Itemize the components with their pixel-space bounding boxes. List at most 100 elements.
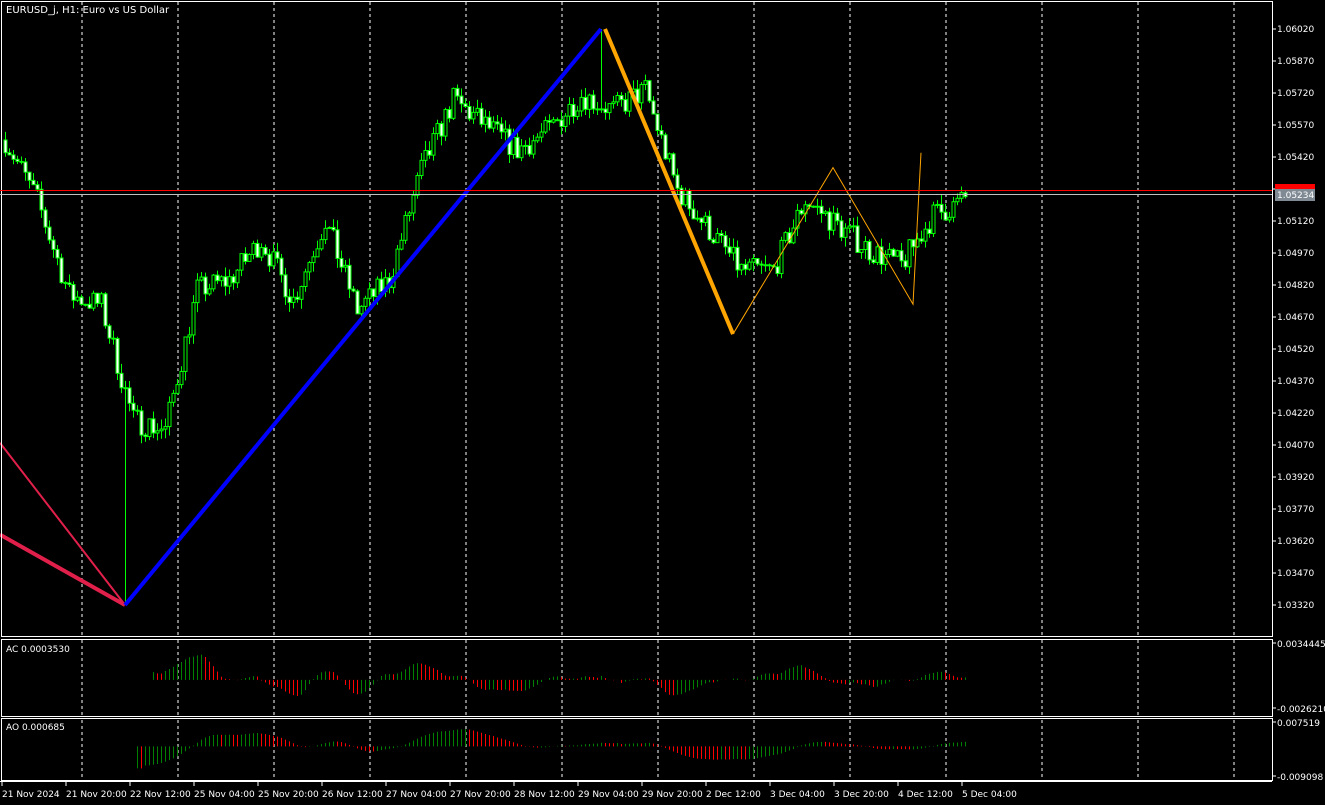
candle-body (499, 123, 504, 133)
candle-body (107, 325, 112, 339)
candle-body (683, 189, 688, 206)
candle-body (47, 226, 52, 241)
candle-body (491, 121, 496, 129)
candle-body (155, 430, 160, 434)
candle-body (923, 228, 928, 242)
candle-body (363, 297, 368, 307)
panel-frame (1, 1, 1273, 637)
panel-frame (1, 639, 1273, 717)
candle-body (795, 209, 800, 229)
candle-body (871, 259, 876, 263)
candle-body (731, 246, 736, 254)
candle-body (247, 253, 252, 262)
candle-body (723, 235, 728, 248)
candle-body (607, 103, 612, 114)
candle-body (847, 225, 852, 229)
price-tick-label: 1.03770 (1277, 505, 1314, 515)
price-tick-label: 1.05570 (1277, 121, 1314, 131)
candle-body (411, 194, 416, 214)
candle-body (563, 115, 568, 127)
candle-body (479, 107, 484, 125)
candle-body (515, 136, 520, 159)
time-tick-label: 29 Nov 20:00 (642, 790, 703, 800)
candle-body (655, 113, 660, 132)
candle-body (851, 225, 856, 228)
indicator-max-label: 0.007519 (1277, 719, 1320, 729)
time-tick-label: 28 Nov 12:00 (514, 790, 575, 800)
candle-body (175, 384, 180, 394)
price-tick-label: 1.03320 (1277, 601, 1314, 611)
candle-body (227, 276, 232, 287)
candles (3, 29, 968, 605)
candle-body (243, 253, 248, 262)
candle-body (615, 95, 620, 103)
candle-body (599, 108, 604, 111)
candle-body (735, 246, 740, 271)
candle-body (867, 241, 872, 261)
candle-body (931, 204, 936, 235)
candle-body (131, 402, 136, 411)
candle-body (427, 149, 432, 156)
zigzag-orange-thick (603, 28, 735, 335)
candle-body (43, 209, 48, 228)
candle-body (327, 226, 332, 229)
candle-body (587, 94, 592, 110)
candle-body (399, 239, 404, 250)
candle-body (135, 409, 140, 412)
price-tick-label: 1.05870 (1277, 57, 1314, 67)
candle-body (143, 434, 148, 438)
candle-body (471, 111, 476, 120)
zigzag-lines (0, 27, 922, 607)
candle-body (559, 119, 564, 127)
candle-body (651, 100, 656, 115)
candle-body (115, 338, 120, 374)
candle-body (87, 303, 92, 309)
candle-body (343, 264, 348, 268)
candle-body (823, 211, 828, 215)
candle-body (127, 387, 132, 404)
candle-body (151, 418, 156, 434)
candle-body (583, 96, 588, 110)
candle-body (767, 264, 772, 267)
candle-body (83, 303, 88, 306)
price-tick-label: 1.04970 (1277, 249, 1314, 259)
candle-body (939, 203, 944, 213)
candle-body (111, 337, 116, 340)
candle-body (535, 136, 540, 142)
candle-body (59, 257, 64, 284)
candle-body (439, 123, 444, 137)
candle-body (879, 246, 884, 265)
candle-body (199, 276, 204, 281)
time-tick-label: 3 Dec 20:00 (834, 790, 889, 800)
candle-body (643, 80, 648, 86)
price-tick-label: 1.03470 (1277, 569, 1314, 579)
candle-body (895, 250, 900, 257)
candle-body (907, 239, 912, 268)
candle-body (371, 288, 376, 298)
candle-body (755, 258, 760, 265)
candle-body (739, 263, 744, 271)
candle-body (279, 257, 284, 276)
candle-body (335, 229, 340, 259)
candle-body (19, 160, 24, 163)
candle-body (419, 159, 424, 177)
candle-body (403, 214, 408, 241)
candle-body (487, 116, 492, 129)
candle-body (775, 266, 780, 275)
price-tick-label: 1.04070 (1277, 441, 1314, 451)
candle-body (595, 108, 600, 111)
candle-body (39, 188, 44, 211)
candle-body (275, 251, 280, 259)
candle-body (251, 242, 256, 255)
candle-body (63, 282, 68, 285)
candle-body (167, 401, 172, 428)
candle-body (407, 212, 412, 216)
time-tick-label: 22 Nov 12:00 (130, 790, 191, 800)
time-tick-label: 25 Nov 20:00 (258, 790, 319, 800)
candle-body (695, 217, 700, 220)
candle-body (783, 232, 788, 241)
time-tick-label: 21 Nov 20:00 (66, 790, 127, 800)
candle-body (727, 246, 732, 254)
candle-body (195, 279, 200, 304)
